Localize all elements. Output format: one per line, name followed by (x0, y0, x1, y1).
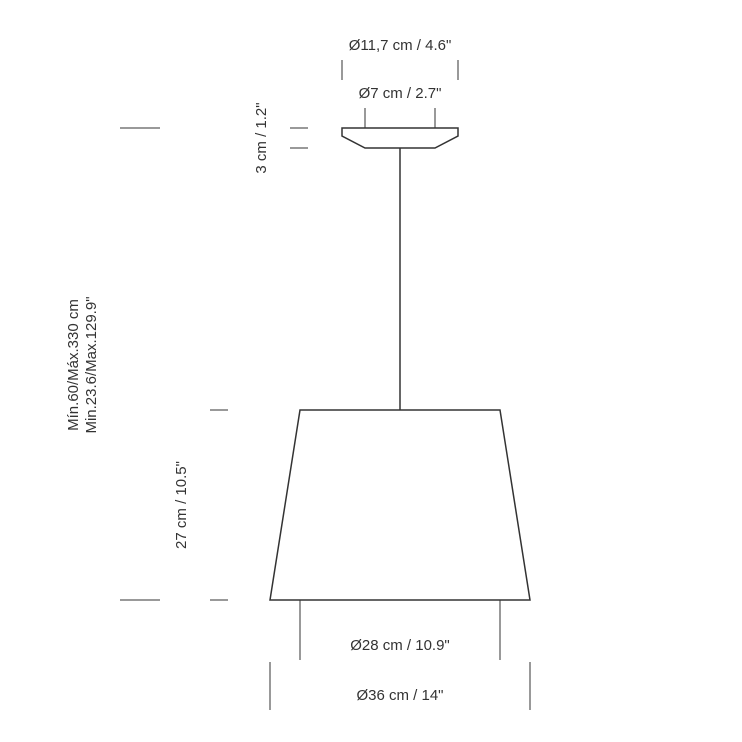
lampshade-outline (270, 410, 530, 600)
dim-canopy-h-label: 3 cm / 1.2" (253, 102, 270, 173)
dim-shade-bottom-label: Ø36 cm / 14" (356, 687, 443, 704)
dim-shade-top-label: Ø28 cm / 10.9" (350, 637, 450, 654)
dim-drop-label-in: Min.23.6/Max.129.9" (83, 296, 100, 433)
dim-canopy-inner-label: Ø7 cm / 2.7" (359, 85, 442, 102)
canopy-outline (342, 128, 458, 148)
pendant-lamp-dimension-diagram: Ø11,7 cm / 4.6" Ø7 cm / 2.7" Ø28 cm / 10.9… (0, 0, 742, 742)
dim-drop-label-cm: Mín.60/Máx.330 cm (65, 299, 82, 431)
dim-shade-h-label: 27 cm / 10.5" (173, 461, 190, 549)
dim-canopy-outer-label: Ø11,7 cm / 4.6" (349, 37, 452, 54)
